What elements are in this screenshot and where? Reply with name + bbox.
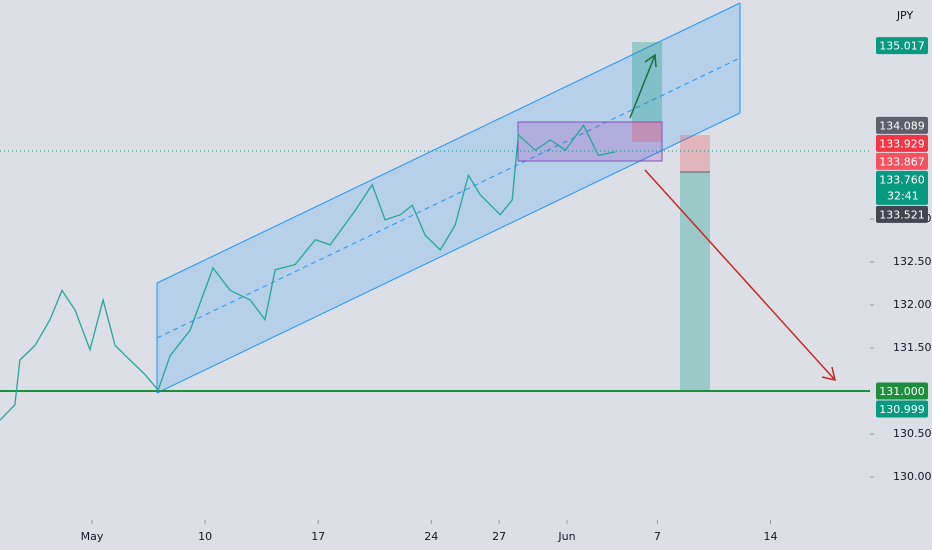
price-label-text: 133.521 [879, 208, 925, 221]
y-tick-label: 130.500 [893, 427, 932, 440]
price-label: 133.867 [876, 152, 928, 170]
short-target [680, 172, 710, 391]
price-label-text: 135.017 [879, 40, 925, 53]
drawings [0, 2, 870, 394]
down-arrow [644, 169, 837, 382]
long-target [632, 42, 662, 122]
price-label: 133.521 [876, 205, 928, 223]
x-tick-label: 27 [492, 530, 506, 543]
x-tick-label: 7 [654, 530, 661, 543]
channel-fill [157, 3, 740, 393]
short-stop [680, 135, 710, 172]
price-label-box [876, 400, 928, 418]
price-label-box [876, 116, 928, 134]
price-label-text: 130.999 [879, 403, 925, 416]
price-label: 131.000 [876, 382, 928, 400]
currency-label: JPY [896, 9, 914, 22]
price-label-box [876, 152, 928, 170]
up-arrow [629, 53, 657, 119]
range-box [517, 121, 663, 162]
price-label: 133.929 [876, 134, 928, 152]
price-label-text: 131.000 [879, 385, 925, 398]
price-label-text: 133.929 [879, 137, 925, 150]
x-tick-label: Jun [557, 530, 575, 543]
price-label: 133.760 32:41 [876, 170, 928, 205]
x-tick-label: 17 [311, 530, 325, 543]
price-label-text: 134.089 [879, 119, 925, 132]
price-label-text: 133.760 [879, 173, 925, 186]
channel-upper [156, 2, 741, 284]
x-tick-label: May [81, 530, 104, 543]
y-tick-label: 132.000 [893, 298, 932, 311]
y-tick-label: 131.500 [893, 341, 932, 354]
price-label: 134.089 [876, 116, 928, 134]
x-tick-label: 10 [198, 530, 212, 543]
price-label-box [876, 170, 928, 205]
y-tick-label: 130.000 [893, 470, 932, 483]
price-label-text: 133.867 [879, 155, 925, 168]
price-label-box [876, 37, 928, 55]
price-label: 130.999 [876, 400, 928, 418]
x-tick-label: 14 [763, 530, 777, 543]
y-tick-label: 132.500 [893, 255, 932, 268]
channel-lower [156, 112, 741, 394]
countdown: 32:41 [887, 189, 919, 202]
price-label-box [876, 382, 928, 400]
price-label-box [876, 205, 928, 223]
x-tick-label: 24 [424, 530, 438, 543]
long-stop [632, 122, 662, 142]
price-label: 135.017 [876, 37, 928, 55]
price-line [0, 124, 616, 421]
price-label-box [876, 134, 928, 152]
